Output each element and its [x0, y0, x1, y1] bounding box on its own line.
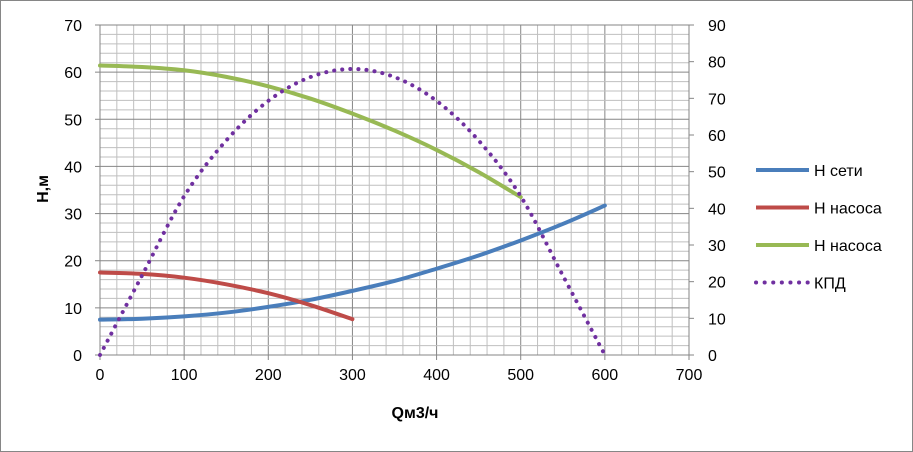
y-tick-label: 60: [64, 65, 82, 82]
series-line-3: [98, 66, 607, 357]
x-axis-title: Qм3/ч: [392, 405, 439, 422]
y2-tick-label: 0: [708, 348, 717, 365]
x-tick-label: 600: [592, 367, 619, 384]
y2-tick-label: 30: [708, 238, 726, 255]
y-axis-title: Н,м: [35, 175, 52, 203]
y-tick-label: 70: [64, 18, 82, 35]
x-tick-label: 300: [339, 367, 366, 384]
series-line-1: [98, 270, 355, 322]
tick-labels: 0 100 200 300 400 500 600 700010203040506070010…: [64, 18, 726, 384]
y-tick-label: 10: [64, 301, 82, 318]
y2-tick-label: 70: [708, 91, 726, 108]
y2-tick-label: 20: [708, 275, 726, 292]
x-tick-label: 400: [423, 367, 450, 384]
y2-tick-label: 40: [708, 201, 726, 218]
x-tick-label: 500: [507, 367, 534, 384]
y-tick-label: 20: [64, 254, 82, 271]
legend: Н сети Н насоса Н насоса КПД: [754, 163, 882, 293]
y-tick-label: 40: [64, 159, 82, 176]
x-tick-label: 200: [255, 367, 282, 384]
series-line-2: [98, 63, 523, 200]
y2-tick-label: 10: [708, 311, 726, 328]
x-tick-label: 0: [96, 367, 105, 384]
x-tick-label: 700: [676, 367, 703, 384]
x-tick-label: 100: [171, 367, 198, 384]
legend-label-1: Н насоса: [814, 201, 882, 218]
y2-tick-label: 80: [708, 55, 726, 72]
y-tick-label: 30: [64, 207, 82, 224]
series-lines: [98, 63, 607, 357]
legend-label-0: Н сети: [814, 163, 863, 180]
y2-tick-label: 60: [708, 128, 726, 145]
series-line-0: [98, 203, 607, 322]
grid: [95, 24, 694, 360]
y-tick-label: 0: [73, 348, 82, 365]
y2-tick-label: 50: [708, 165, 726, 182]
legend-label-2: Н насоса: [814, 238, 882, 255]
y-tick-label: 50: [64, 112, 82, 129]
legend-label-3: КПД: [814, 276, 846, 293]
y2-tick-label: 90: [708, 18, 726, 35]
